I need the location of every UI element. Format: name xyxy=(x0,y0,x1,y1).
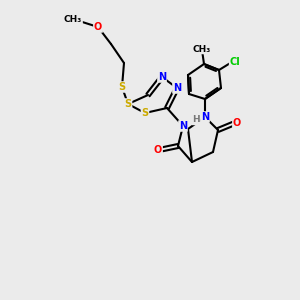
Text: CH₃: CH₃ xyxy=(193,44,211,53)
Text: O: O xyxy=(233,118,241,128)
Text: Cl: Cl xyxy=(230,57,240,67)
Text: S: S xyxy=(118,82,126,92)
Text: H: H xyxy=(192,116,200,124)
Text: N: N xyxy=(179,121,187,131)
Text: N: N xyxy=(201,112,209,122)
Text: CH₃: CH₃ xyxy=(64,16,82,25)
Text: S: S xyxy=(141,108,148,118)
Text: S: S xyxy=(124,99,132,109)
Text: O: O xyxy=(154,145,162,155)
Text: O: O xyxy=(94,22,102,32)
Text: N: N xyxy=(158,72,166,82)
Text: N: N xyxy=(173,83,181,93)
